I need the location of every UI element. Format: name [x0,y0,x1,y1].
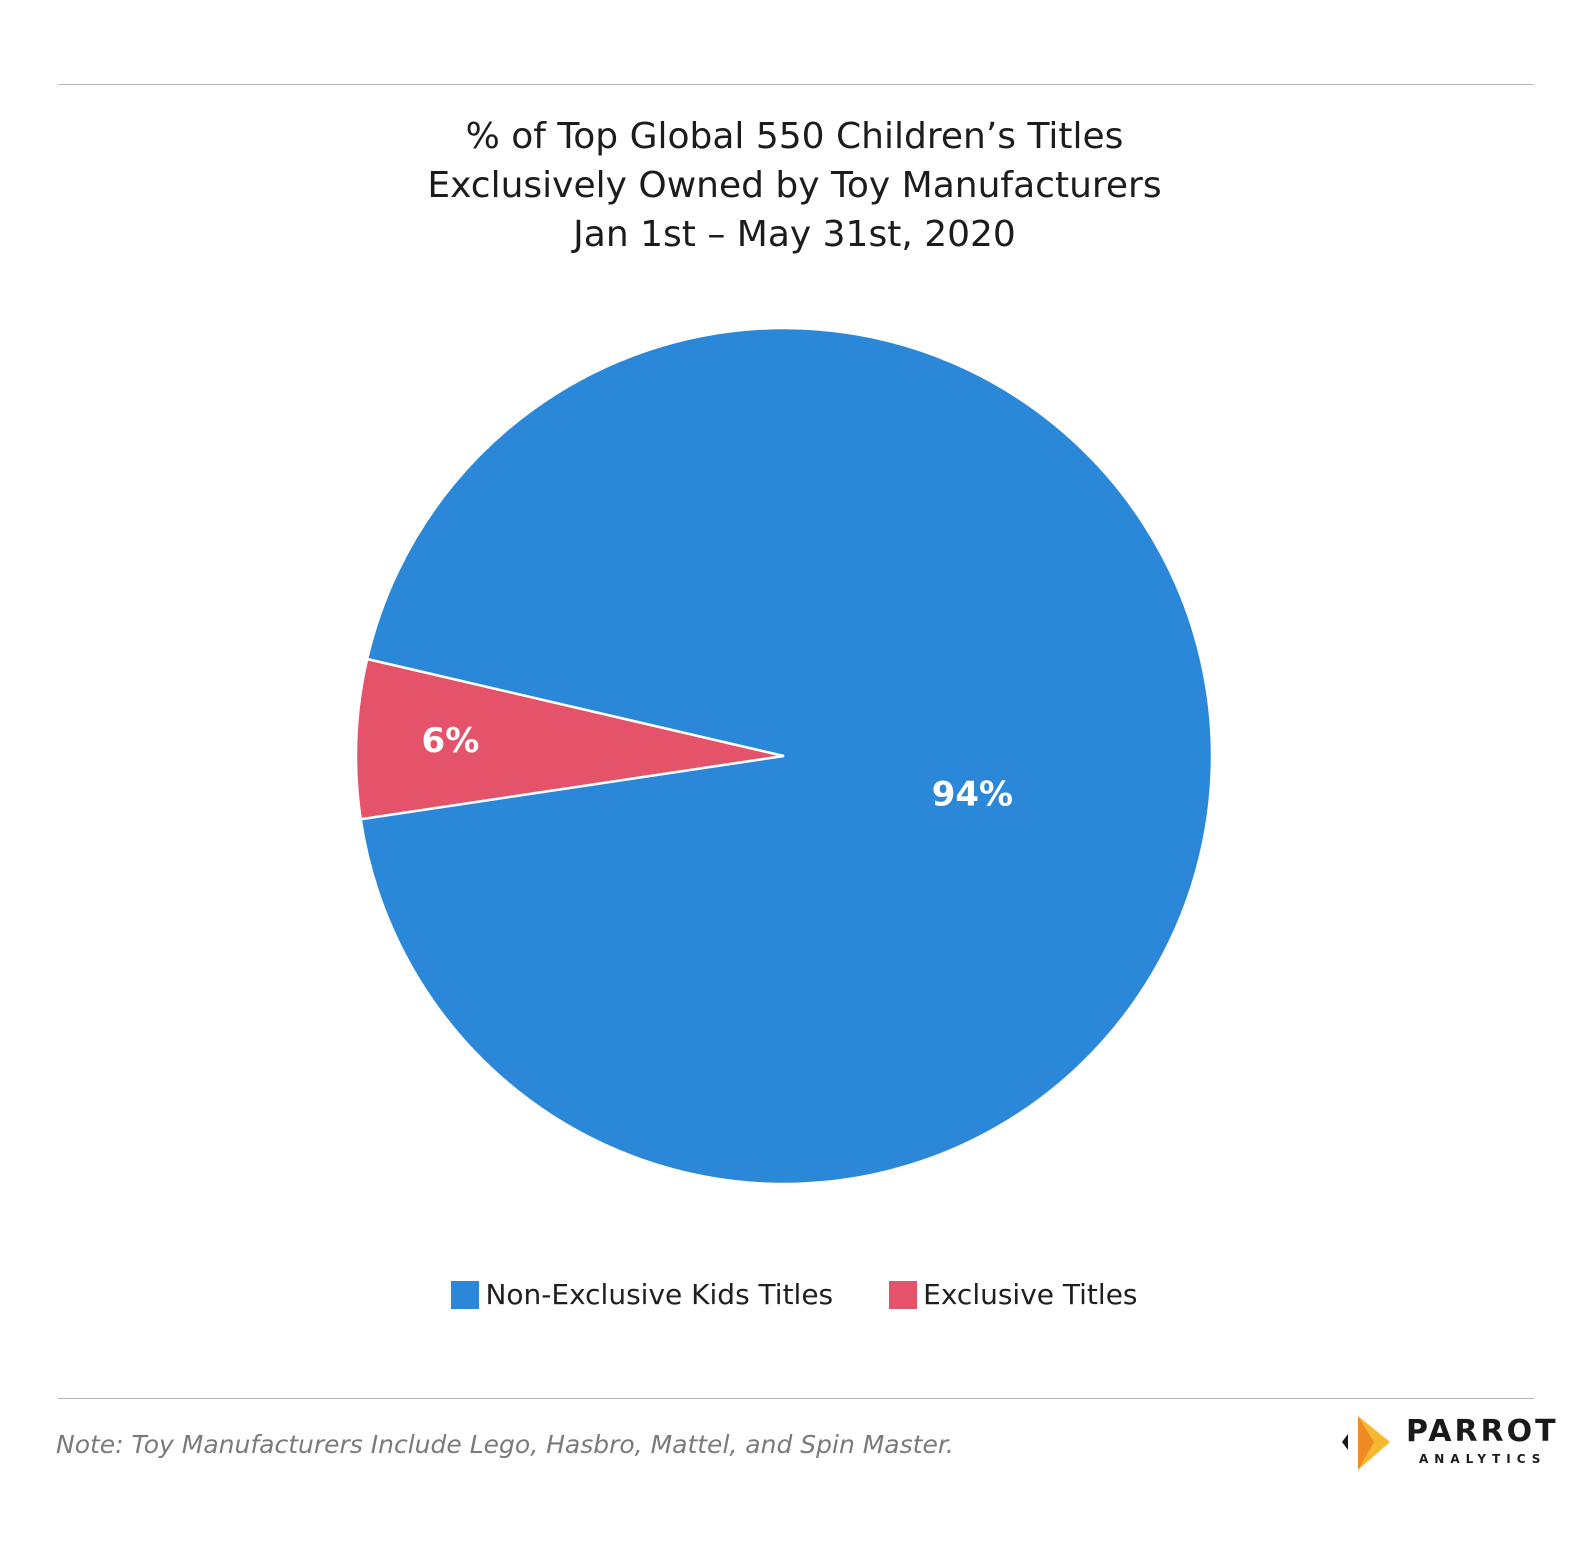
logo-brand: PARROT [1406,1414,1559,1449]
parrot-analytics-logo: PARROT ANALYTICS [1336,1412,1556,1476]
footnote: Note: Toy Manufacturers Include Lego, Ha… [56,1430,954,1459]
legend-item-non-exclusive: Non-Exclusive Kids Titles [451,1278,833,1311]
title-line-2: Exclusively Owned by Toy Manufacturers [427,165,1162,206]
legend-swatch-non-exclusive [451,1280,480,1309]
chart-title: % of Top Global 550 Children’s Titles Ex… [0,112,1589,259]
logo-sub: ANALYTICS [1419,1452,1547,1466]
legend: Non-Exclusive Kids Titles Exclusive Titl… [0,1278,1589,1311]
legend-label-non-exclusive: Non-Exclusive Kids Titles [485,1278,834,1311]
title-line-3: Jan 1st – May 31st, 2020 [573,214,1016,255]
parrot-analytics-logo-icon [1342,1416,1390,1470]
title-line-1: % of Top Global 550 Children’s Titles [465,116,1124,157]
pie-slice-exclusive [354,657,785,821]
top-divider [58,84,1534,85]
pie-chart: 94% 6% [354,326,1214,1186]
pie-label-exclusive: 6% [422,721,480,761]
legend-label-exclusive: Exclusive Titles [923,1278,1138,1311]
legend-swatch-exclusive [889,1280,918,1309]
legend-item-exclusive: Exclusive Titles [889,1278,1138,1311]
pie-slice-non-exclusive [359,326,1214,1186]
bottom-divider [58,1398,1534,1399]
pie-label-non-exclusive: 94% [932,775,1013,815]
